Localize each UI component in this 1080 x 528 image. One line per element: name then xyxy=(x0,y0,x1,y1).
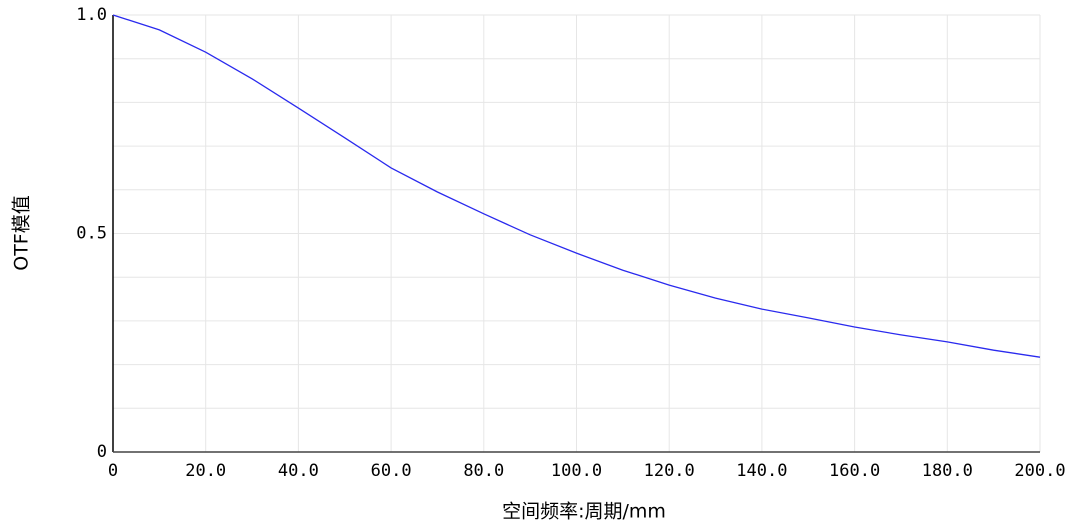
x-tick-label: 200.0 xyxy=(1014,461,1065,481)
x-tick-label: 180.0 xyxy=(922,461,973,481)
x-tick-label: 80.0 xyxy=(463,461,504,481)
y-axis-title: OTF模值 xyxy=(11,195,33,271)
y-tick-label: 0 xyxy=(97,442,107,462)
x-tick-label: 120.0 xyxy=(644,461,695,481)
x-tick-label: 140.0 xyxy=(736,461,787,481)
y-tick-label: 1.0 xyxy=(76,5,107,25)
x-tick-label: 100.0 xyxy=(551,461,602,481)
x-tick-label: 160.0 xyxy=(829,461,880,481)
x-tick-label: 20.0 xyxy=(185,461,226,481)
x-axis-title: 空间频率:周期/mm xyxy=(502,501,666,523)
y-tick-label: 0.5 xyxy=(76,224,107,244)
x-tick-label: 0 xyxy=(108,461,118,481)
data-line xyxy=(112,14,1041,358)
x-tick-label: 40.0 xyxy=(278,461,319,481)
x-tick-label: 60.0 xyxy=(371,461,412,481)
